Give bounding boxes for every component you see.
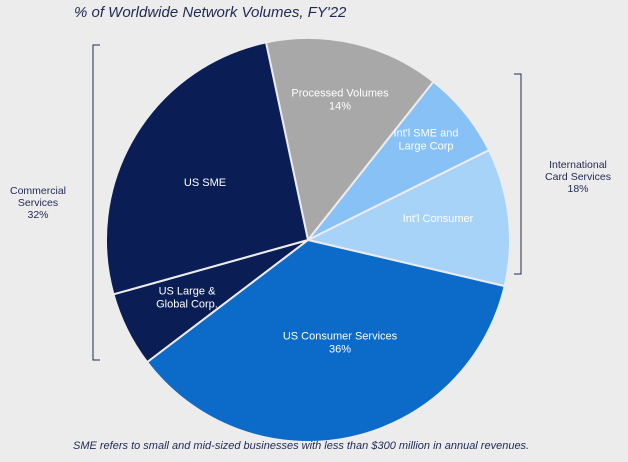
slice-label-5-0: US SME bbox=[184, 177, 226, 189]
commercial-services-label: Commercial Services 32% bbox=[2, 185, 74, 221]
footnote: SME refers to small and mid-sized busine… bbox=[73, 440, 530, 452]
pie-slice-0 bbox=[264, 37, 435, 243]
international-services-label: International Card Services 18% bbox=[530, 159, 626, 195]
slice-label-1-1: Large Corp bbox=[398, 140, 453, 152]
international-line2: Card Services bbox=[545, 171, 611, 183]
international-value: 18% bbox=[567, 183, 589, 195]
commercial-value: 32% bbox=[27, 209, 49, 221]
international-bracket bbox=[514, 73, 522, 275]
pie-slice-2 bbox=[305, 148, 511, 288]
pie-slice-5 bbox=[105, 41, 310, 296]
slice-label-1-0: Int'l SME and bbox=[393, 127, 458, 139]
commercial-bracket bbox=[92, 44, 100, 361]
slice-label-3-0: US Consumer Services bbox=[283, 330, 398, 342]
slice-label-3-1: 36% bbox=[329, 343, 351, 355]
commercial-line1: Commercial bbox=[9, 185, 66, 197]
pie-slice-3 bbox=[145, 238, 506, 443]
slice-label-0-0: Processed Volumes bbox=[291, 87, 389, 99]
slice-label-4-0: US Large & bbox=[159, 285, 217, 297]
international-line1: International bbox=[549, 159, 607, 171]
slice-label-4-1: Global Corp. bbox=[156, 298, 218, 310]
slice-label-2-0: Int'l Consumer bbox=[403, 213, 474, 225]
chart-title: % of Worldwide Network Volumes, FY'22 bbox=[74, 4, 347, 21]
commercial-line2: Services bbox=[17, 197, 59, 209]
slice-label-0-1: 14% bbox=[329, 100, 351, 112]
